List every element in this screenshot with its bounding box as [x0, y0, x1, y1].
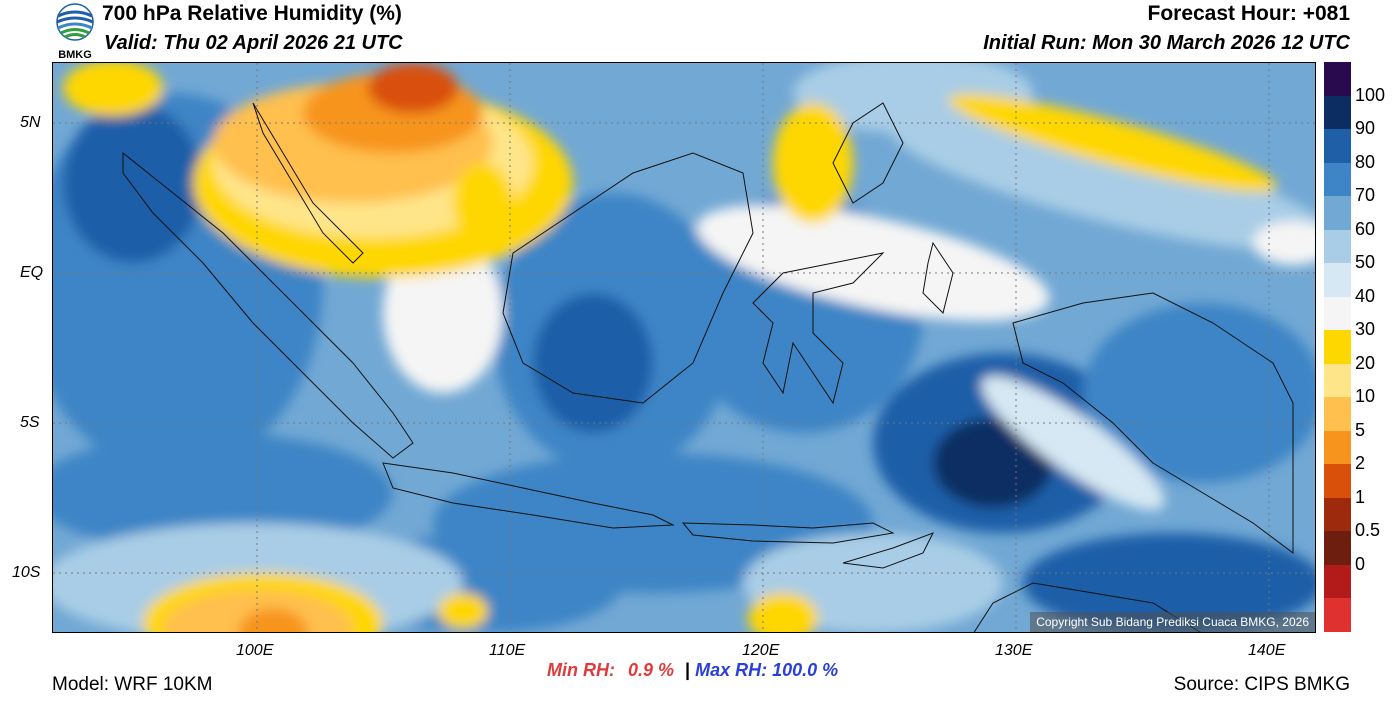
min-rh-value: 0.9 %	[628, 660, 675, 680]
lat-label-5s: 5S	[20, 414, 40, 431]
stats-separator: |	[685, 660, 691, 680]
min-rh-label: Min RH:	[547, 660, 615, 680]
bmkg-logo-text: BMKG	[58, 49, 92, 61]
colorbar-label: 10	[1355, 386, 1376, 407]
colorbar-label: 0	[1355, 553, 1366, 574]
colorbar-label: 100	[1355, 84, 1386, 105]
chart-title: 700 hPa Relative Humidity (%)	[102, 2, 402, 25]
colorbar-label: 90	[1355, 118, 1376, 139]
colorbar-segment	[1324, 363, 1351, 398]
bmkg-logo: BMKG	[52, 2, 98, 61]
lon-label-100e: 100E	[236, 642, 274, 659]
lon-label-110e: 110E	[489, 642, 526, 659]
max-rh-label: Max RH:	[695, 660, 768, 680]
colorbar-segment	[1324, 330, 1351, 365]
colorbar-segment	[1324, 162, 1351, 197]
colorbar-label: 70	[1355, 185, 1376, 206]
colorbar	[1324, 62, 1351, 633]
colorbar-segment	[1324, 564, 1351, 599]
lat-label-eq: EQ	[20, 264, 44, 281]
lat-label-10s: 10S	[12, 564, 41, 581]
bmkg-logo-icon	[56, 3, 94, 41]
lat-label-5n: 5N	[20, 114, 41, 131]
humidity-field	[53, 63, 1315, 632]
colorbar-label: 50	[1355, 252, 1376, 273]
colorbar-segment	[1324, 196, 1351, 231]
lon-label-130e: 130E	[995, 642, 1033, 659]
colorbar-label: 0.5	[1355, 520, 1381, 541]
rh-stats: Min RH: 0.9 % | Max RH: 100.0 %	[547, 660, 838, 681]
colorbar-label: 20	[1355, 352, 1376, 373]
forecast-hour: Forecast Hour: +081	[1147, 2, 1351, 25]
source-label: Source: CIPS BMKG	[1173, 674, 1350, 695]
colorbar-segment	[1324, 263, 1351, 298]
colorbar-segment	[1324, 464, 1351, 499]
max-rh-value: 100.0 %	[772, 660, 839, 680]
colorbar-label: 30	[1355, 319, 1376, 340]
colorbar-label: 1	[1355, 486, 1366, 507]
colorbar-label: 40	[1355, 285, 1376, 306]
humidity-map: Copyright Sub Bidang Prediksi Cuaca BMKG…	[52, 62, 1316, 633]
colorbar-segment	[1324, 129, 1351, 164]
colorbar-segment	[1324, 598, 1351, 633]
colorbar-segment	[1324, 397, 1351, 432]
valid-time: Valid: Thu 02 April 2026 21 UTC	[104, 32, 403, 54]
colorbar-segment	[1324, 497, 1351, 532]
colorbar-segment	[1324, 296, 1351, 331]
coastlines	[122, 102, 1294, 632]
colorbar-segment	[1324, 95, 1351, 130]
lon-label-140e: 140E	[1248, 642, 1286, 659]
colorbar-label: 5	[1355, 419, 1366, 440]
colorbar-label: 80	[1355, 151, 1376, 172]
copyright-notice: Copyright Sub Bidang Prediksi Cuaca BMKG…	[1030, 612, 1315, 632]
colorbar-segment	[1324, 430, 1351, 465]
lon-label-120e: 120E	[742, 642, 780, 659]
initial-run: Initial Run: Mon 30 March 2026 12 UTC	[983, 32, 1350, 54]
model-label: Model: WRF 10KM	[52, 674, 213, 695]
colorbar-segment	[1324, 229, 1351, 264]
colorbar-label: 60	[1355, 218, 1376, 239]
colorbar-segment	[1324, 531, 1351, 566]
colorbar-label: 2	[1355, 453, 1366, 474]
colorbar-segment	[1324, 62, 1351, 97]
